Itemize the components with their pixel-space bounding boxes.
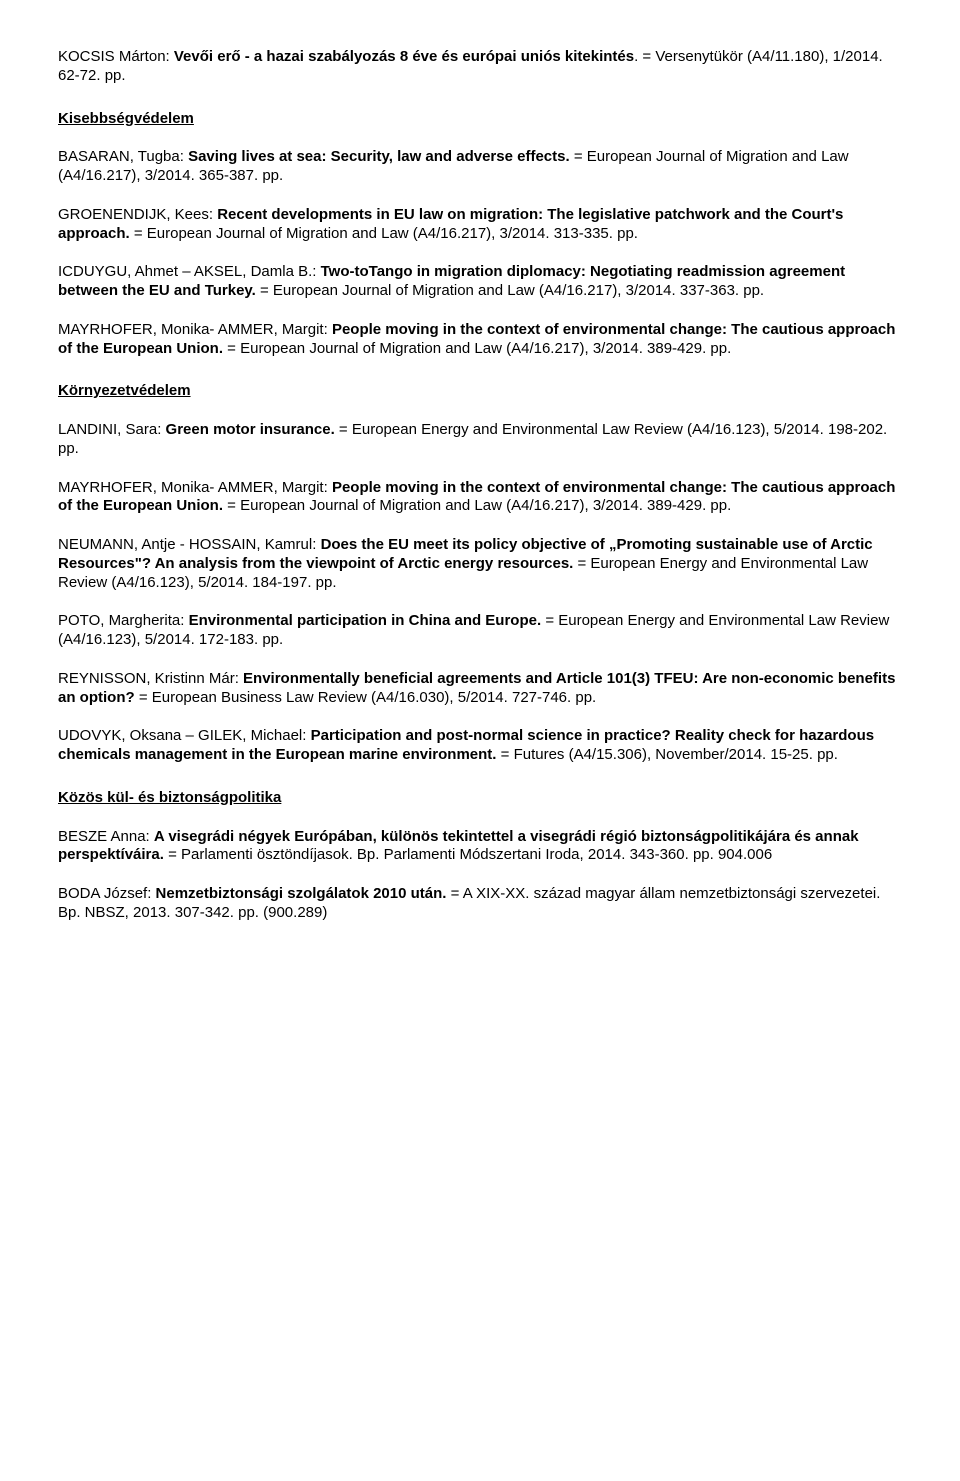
entry-title: Nemzetbiztonsági szolgálatok 2010 után. [156, 885, 447, 902]
entry-title: Vevői erő - a hazai szabályozás 8 éve és… [174, 48, 634, 65]
entry-text: GROENENDIJK, Kees: [58, 206, 217, 223]
entry-text: POTO, Margherita: [58, 612, 189, 629]
entry-text: NEUMANN, Antje - HOSSAIN, Kamrul: [58, 536, 321, 553]
bibliography-entry: ICDUYGU, Ahmet – AKSEL, Damla B.: Two-to… [58, 263, 902, 301]
bibliography-entry: BESZE Anna: A visegrádi négyek Európában… [58, 828, 902, 866]
entry-text: REYNISSON, Kristinn Már: [58, 670, 243, 687]
document-body: KOCSIS Márton: Vevői erő - a hazai szabá… [58, 48, 902, 923]
bibliography-entry: BASARAN, Tugba: Saving lives at sea: Sec… [58, 148, 902, 186]
section-heading: Közös kül- és biztonságpolitika [58, 789, 902, 808]
entry-text: BODA József: [58, 885, 156, 902]
entry-title: Green motor insurance. [166, 421, 335, 438]
section-heading: Környezetvédelem [58, 382, 902, 401]
entry-text: = European Journal of Migration and Law … [130, 225, 638, 242]
bibliography-entry: UDOVYK, Oksana – GILEK, Michael: Partici… [58, 727, 902, 765]
bibliography-entry: MAYRHOFER, Monika- AMMER, Margit: People… [58, 321, 902, 359]
entry-text: = European Journal of Migration and Law … [223, 497, 731, 514]
entry-text: = Futures (A4/15.306), November/2014. 15… [496, 746, 837, 763]
entry-text: MAYRHOFER, Monika- AMMER, Margit: [58, 321, 332, 338]
entry-text: MAYRHOFER, Monika- AMMER, Margit: [58, 479, 332, 496]
entry-text: BASARAN, Tugba: [58, 148, 188, 165]
bibliography-entry: REYNISSON, Kristinn Már: Environmentally… [58, 670, 902, 708]
entry-title: Saving lives at sea: Security, law and a… [188, 148, 570, 165]
entry-text: = European Journal of Migration and Law … [256, 282, 764, 299]
entry-text: = European Business Law Review (A4/16.03… [135, 689, 597, 706]
bibliography-entry: MAYRHOFER, Monika- AMMER, Margit: People… [58, 479, 902, 517]
bibliography-entry: GROENENDIJK, Kees: Recent developments i… [58, 206, 902, 244]
bibliography-entry: NEUMANN, Antje - HOSSAIN, Kamrul: Does t… [58, 536, 902, 592]
entry-text: KOCSIS Márton: [58, 48, 174, 65]
entry-title: Environmental participation in China and… [189, 612, 542, 629]
entry-text: ICDUYGU, Ahmet – AKSEL, Damla B.: [58, 263, 321, 280]
entry-text: BESZE Anna: [58, 828, 154, 845]
bibliography-entry: POTO, Margherita: Environmental particip… [58, 612, 902, 650]
bibliography-entry: BODA József: Nemzetbiztonsági szolgálato… [58, 885, 902, 923]
entry-text: UDOVYK, Oksana – GILEK, Michael: [58, 727, 311, 744]
section-heading: Kisebbségvédelem [58, 110, 902, 129]
bibliography-entry: LANDINI, Sara: Green motor insurance. = … [58, 421, 902, 459]
entry-text: = Parlamenti ösztöndíjasok. Bp. Parlamen… [164, 846, 772, 863]
entry-text: = European Journal of Migration and Law … [223, 340, 731, 357]
bibliography-entry: KOCSIS Márton: Vevői erő - a hazai szabá… [58, 48, 902, 86]
entry-text: LANDINI, Sara: [58, 421, 166, 438]
